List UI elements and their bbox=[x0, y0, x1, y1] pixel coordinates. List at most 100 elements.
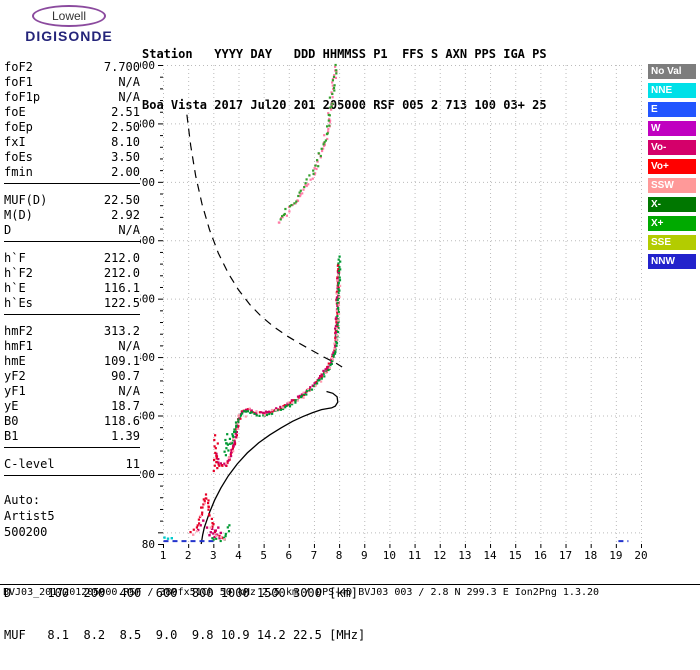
param-value: 18.7 bbox=[111, 399, 140, 413]
param-label: hmF1 bbox=[4, 339, 33, 353]
logo-digisonde-text: DIGISONDE bbox=[25, 28, 113, 44]
param-row-fof1: foF1 N/A bbox=[4, 75, 140, 90]
series-es-pink-scatter bbox=[192, 501, 226, 541]
param-value: 212.0 bbox=[103, 251, 140, 265]
param-row-foe: foE 2.51 bbox=[4, 105, 140, 120]
param-row-fof1p: foF1p N/A bbox=[4, 90, 140, 105]
param-label: foE bbox=[4, 105, 26, 119]
y-tick-label: 500 bbox=[140, 293, 155, 306]
legend-item-nnw: NNW bbox=[648, 254, 696, 269]
legend-item-w: W bbox=[648, 121, 696, 136]
header-line-2: Boa Vista 2017 Jul20 201 205000 RSF 005 … bbox=[142, 98, 547, 112]
y-tick-label: 200 bbox=[140, 468, 155, 481]
header-line-1: Station YYYY DAY DDD HHMMSS P1 FFS S AXN… bbox=[142, 47, 547, 61]
param-label: C-level bbox=[4, 457, 55, 471]
param-row-hme: hmE 109.1 bbox=[4, 354, 140, 369]
series-second-hop-pink bbox=[277, 65, 338, 224]
series-muf-curve-dashed bbox=[186, 114, 343, 368]
param-row-foep: foEp 2.50 bbox=[4, 120, 140, 135]
x-tick-label: 3 bbox=[210, 549, 217, 562]
series-second-hop-green bbox=[279, 63, 338, 221]
param-group-3: h`F 212.0 h`F2 212.0 h`E 116.1 h`Es 122.5 bbox=[4, 251, 140, 315]
param-row-muf-d: MUF(D) 22.50 bbox=[4, 193, 140, 208]
param-value: 116.1 bbox=[103, 281, 140, 295]
x-tick-label: 9 bbox=[361, 549, 368, 562]
param-label: fxI bbox=[4, 135, 26, 149]
y-tick-label: 300 bbox=[140, 409, 155, 422]
param-group-4: hmF2 313.2 hmF1 N/A hmE 109.1 yF2 90.7 yF1 N/A yE 1… bbox=[4, 324, 140, 448]
legend-item-vo+: Vo+ bbox=[648, 159, 696, 174]
scaled-parameters-panel: foF2 7.700 foF1 N/A foF1p N/A foE 2.51 foEp 2.50 f… bbox=[4, 60, 140, 540]
logo-lowell-text: Lowell bbox=[51, 9, 87, 23]
y-tick-label: 600 bbox=[140, 234, 155, 247]
param-row-m-d: M(D) 2.92 bbox=[4, 208, 140, 223]
x-tick-label: 15 bbox=[509, 549, 522, 562]
muf-row: MUF 8.1 8.2 8.5 9.0 9.8 10.9 14.2 22.5 [… bbox=[4, 628, 366, 642]
legend-item-sse: SSE bbox=[648, 235, 696, 250]
grid-lines bbox=[163, 65, 642, 544]
param-value: 122.5 bbox=[103, 296, 140, 310]
echo-status-legend: No Val NNE E W Vo- Vo+ SSW X- X+ SSE NNW bbox=[648, 64, 696, 273]
legend-item-ssw: SSW bbox=[648, 178, 696, 193]
series-f-trace-pink bbox=[225, 274, 342, 465]
x-tick-label: 2 bbox=[185, 549, 192, 562]
param-label: foF2 bbox=[4, 60, 33, 74]
auto-line-500200: 500200 bbox=[4, 525, 48, 539]
x-tick-label: 6 bbox=[285, 549, 292, 562]
param-label: hmE bbox=[4, 354, 26, 368]
legend-item-vo: Vo- bbox=[648, 140, 696, 155]
param-value: 3.50 bbox=[111, 150, 140, 164]
param-label: h`E bbox=[4, 281, 26, 295]
y-tick-label: 80 bbox=[142, 538, 155, 551]
x-tick-label: 14 bbox=[483, 549, 497, 562]
x-tick-label: 5 bbox=[260, 549, 267, 562]
param-row-fxi: fxI 8.10 bbox=[4, 135, 140, 150]
series-f-start-scatter bbox=[212, 434, 219, 473]
param-row-yf1: yF1 N/A bbox=[4, 384, 140, 399]
param-label: M(D) bbox=[4, 208, 33, 222]
x-tick-label: 18 bbox=[584, 549, 597, 562]
series-baseline-cyan-dots bbox=[163, 536, 173, 540]
param-value: N/A bbox=[118, 90, 140, 104]
series-es-blob-magenta bbox=[197, 519, 223, 540]
series-plateau-green-scatter bbox=[223, 421, 238, 457]
autoscaling-info: Auto: Artist5 500200 bbox=[4, 492, 140, 540]
param-row-yf2: yF2 90.7 bbox=[4, 369, 140, 384]
param-row-fmin: fmin 2.00 bbox=[4, 165, 140, 180]
param-row-h-f: h`F 212.0 bbox=[4, 251, 140, 266]
x-tick-label: 12 bbox=[433, 549, 446, 562]
param-value: 2.00 bbox=[111, 165, 140, 179]
axis-labels: 1234567891011121314151617181920900800700… bbox=[135, 59, 648, 562]
legend-item-e: E bbox=[648, 102, 696, 117]
series-f-trace-x-green bbox=[225, 255, 342, 445]
param-value: 2.50 bbox=[111, 120, 140, 134]
param-value: 22.50 bbox=[103, 193, 140, 207]
lowell-logo-oval: Lowell bbox=[31, 5, 107, 27]
x-tick-label: 11 bbox=[408, 549, 421, 562]
param-label: foEs bbox=[4, 150, 33, 164]
param-row-c-level: C-level 11 bbox=[4, 457, 140, 472]
param-label: foF1p bbox=[4, 90, 41, 104]
param-value: 212.0 bbox=[103, 266, 140, 280]
param-row-foes: foEs 3.50 bbox=[4, 150, 140, 165]
ionogram-plot: 1234567891011121314151617181920900800700… bbox=[135, 59, 648, 562]
x-tick-label: 19 bbox=[609, 549, 622, 562]
param-label: MUF(D) bbox=[4, 193, 48, 207]
param-row-hmf1: hmF1 N/A bbox=[4, 339, 140, 354]
param-label: B0 bbox=[4, 414, 19, 428]
param-row-h-f2: h`F2 212.0 bbox=[4, 266, 140, 281]
axis-ticks bbox=[158, 65, 642, 548]
y-tick-label: 800 bbox=[140, 117, 155, 130]
x-tick-label: 17 bbox=[559, 549, 572, 562]
param-value: 7.700 bbox=[103, 60, 140, 74]
param-row-h-es: h`Es 122.5 bbox=[4, 296, 140, 311]
param-value: N/A bbox=[118, 384, 140, 398]
param-label: B1 bbox=[4, 429, 19, 443]
param-value: 8.10 bbox=[111, 135, 140, 149]
param-label: h`Es bbox=[4, 296, 33, 310]
x-tick-label: 1 bbox=[160, 549, 167, 562]
param-label: foEp bbox=[4, 120, 33, 134]
param-label: foF1 bbox=[4, 75, 33, 89]
param-row-h-e: h`E 116.1 bbox=[4, 281, 140, 296]
auto-line-artist5: Artist5 bbox=[4, 509, 55, 523]
